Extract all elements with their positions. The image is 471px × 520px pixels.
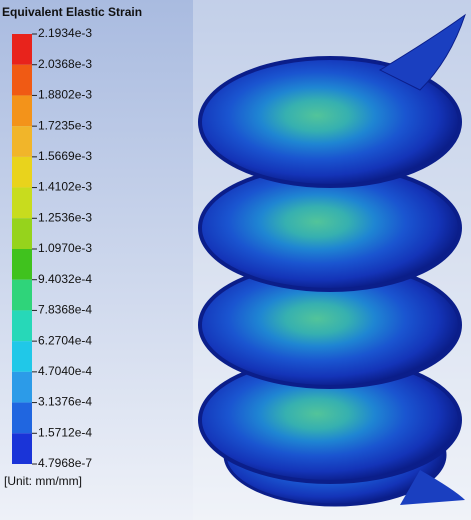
legend-title: Equivalent Elastic Strain	[2, 5, 142, 19]
legend-label: 4.7968e-7	[38, 456, 92, 470]
legend-unit: [Unit: mm/mm]	[4, 474, 82, 488]
legend-label: 1.8802e-3	[38, 88, 92, 102]
legend-label: 4.7040e-4	[38, 364, 92, 378]
legend-label: 1.5712e-4	[38, 425, 92, 439]
legend-band	[12, 218, 32, 249]
screw-model	[200, 15, 465, 505]
legend-label: 7.8368e-4	[38, 303, 92, 317]
legend-label: 6.2704e-4	[38, 333, 92, 347]
legend-label: 1.7235e-3	[38, 118, 92, 132]
legend-band	[12, 433, 32, 464]
legend-label: 2.1934e-3	[38, 26, 92, 40]
legend-label: 3.1376e-4	[38, 395, 92, 409]
legend-band	[12, 157, 32, 188]
legend-label: 9.4032e-4	[38, 272, 92, 286]
legend-band	[12, 372, 32, 403]
screenshot: Equivalent Elastic Strain [Unit: mm/mm] …	[0, 0, 471, 520]
legend-label: 1.0970e-3	[38, 241, 92, 255]
legend-band	[12, 65, 32, 96]
legend-label: 1.5669e-3	[38, 149, 92, 163]
legend-band	[12, 249, 32, 280]
legend-label: 2.0368e-3	[38, 57, 92, 71]
legend-band	[12, 403, 32, 434]
legend-band	[12, 341, 32, 372]
legend-band	[12, 126, 32, 157]
legend-band	[12, 280, 32, 311]
legend-label: 1.2536e-3	[38, 210, 92, 224]
legend-band	[12, 34, 32, 65]
legend-band	[12, 95, 32, 126]
legend-band	[12, 310, 32, 341]
legend-band	[12, 188, 32, 219]
legend-label: 1.4102e-3	[38, 180, 92, 194]
